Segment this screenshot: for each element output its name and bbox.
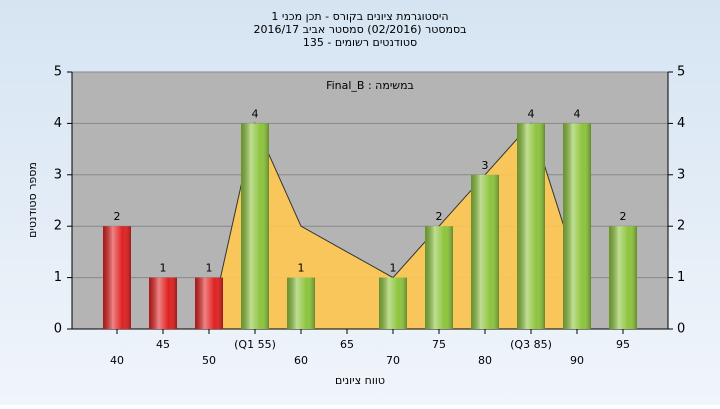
bar-shine [149,277,177,329]
data-label: 2 [620,210,627,223]
x-tick-label: 80 [478,354,492,367]
data-label: 2 [114,210,121,223]
x-tick-label: 75 [432,338,446,351]
x-tick-label: 95 [616,338,630,351]
y-tick-label: 1 [54,270,62,285]
y2-tick-label: 2 [677,219,685,234]
y-axis-label: מספר סטודנטים [26,162,39,238]
x-tick-label: 40 [110,354,124,367]
x-tick-label: 45 [156,338,170,351]
bar-shine [517,123,545,330]
data-label: 4 [528,107,535,120]
data-label: 2 [436,210,443,223]
x-tick-label: 90 [570,354,584,367]
chart-subtitle: סטודנטים רשומים - 135 [303,36,417,49]
bar-shine [241,123,269,330]
data-label: 1 [298,262,305,275]
chart-title: היסטוגרמת ציונים בקורס - תכן מכני 1 [271,10,448,23]
bar-shine [563,123,591,330]
y2-tick-label: 5 [677,65,685,80]
x-tick-label: 70 [386,354,400,367]
bar-shine [103,226,131,329]
data-label: 4 [574,107,581,120]
x-tick-label: (Q1 55) [234,338,276,351]
bar-shine [287,277,315,329]
y-tick-label: 3 [54,167,62,182]
y2-tick-label: 1 [677,270,685,285]
bar-shine [471,174,499,329]
y-tick-label: 0 [54,322,62,337]
chart-subtitle: בסמסטר (02/2016) סמסטר אביב 2016/17 [253,23,466,36]
x-axis-label: טווח ציונים [335,374,385,387]
annotation: במשימה : Final_B [326,79,414,92]
y-tick-label: 5 [54,65,62,80]
bar-shine [425,226,453,329]
y2-tick-label: 0 [677,322,685,337]
data-label: 1 [390,262,397,275]
data-label: 1 [160,262,167,275]
bar-shine [195,277,223,329]
data-label: 1 [206,262,213,275]
y-tick-label: 2 [54,219,62,234]
data-label: 3 [482,159,489,172]
y2-tick-label: 3 [677,167,685,182]
x-tick-label: 65 [340,338,354,351]
data-label: 4 [252,107,259,120]
x-tick-label: 60 [294,354,308,367]
y2-tick-label: 4 [677,116,685,131]
y-tick-label: 4 [54,116,62,131]
x-tick-label: 50 [202,354,216,367]
bar-shine [609,226,637,329]
x-tick-label: (Q3 85) [510,338,552,351]
bar-shine [379,277,407,329]
